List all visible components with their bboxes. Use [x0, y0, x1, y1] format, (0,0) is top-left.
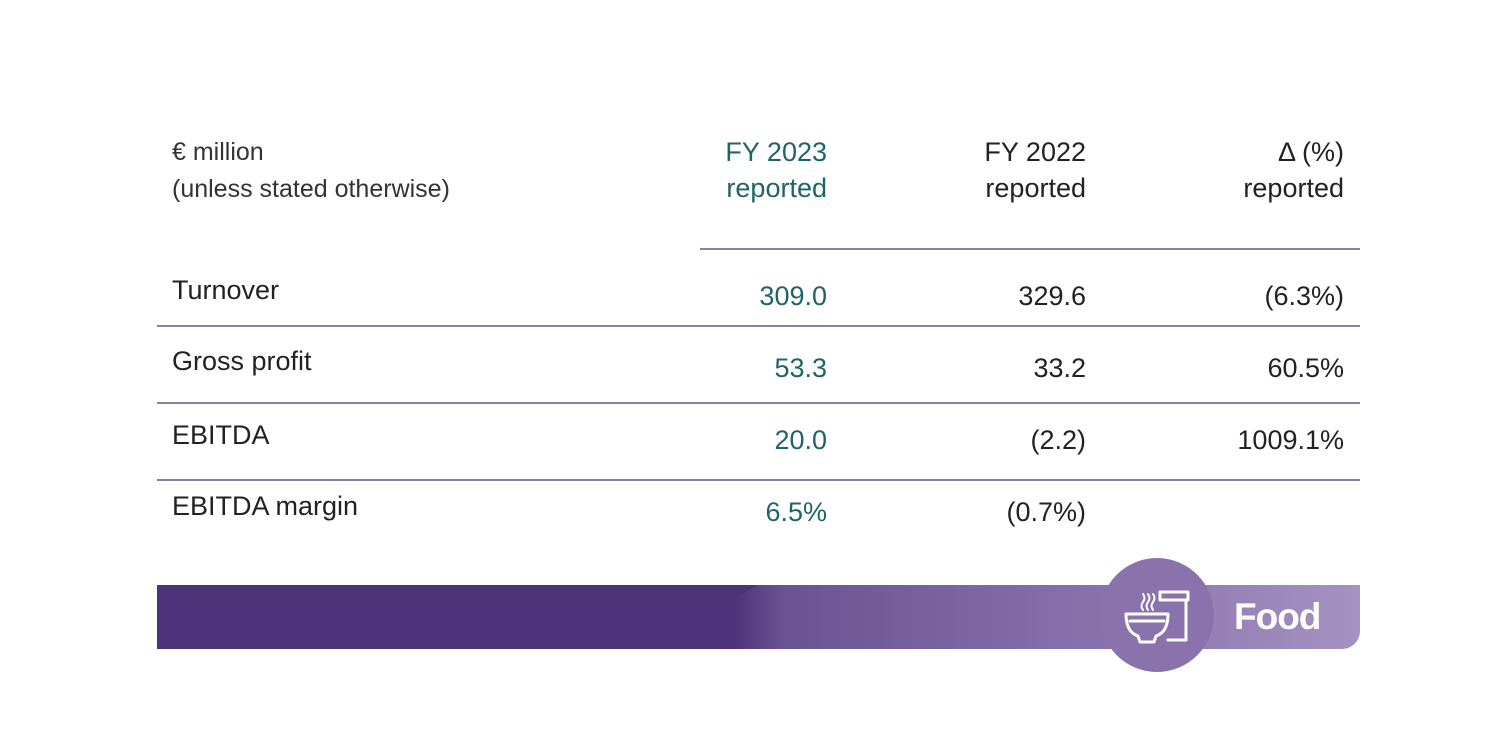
value-fy2022: 329.6 — [1018, 281, 1086, 311]
header-fy2023-line2: reported — [726, 173, 827, 203]
row-label: EBITDA margin — [172, 491, 359, 521]
value-delta: (6.3%) — [1264, 281, 1344, 311]
value-fy2022: (0.7%) — [1006, 497, 1086, 527]
value-delta: 1009.1% — [1237, 425, 1344, 455]
food-icon-circle — [1100, 558, 1214, 672]
value-fy2022: 33.2 — [1033, 353, 1086, 383]
header-fy2023: FY 2023 reported — [587, 134, 827, 206]
header-divider — [700, 248, 1360, 250]
unit-line1: € million — [172, 138, 264, 166]
row-divider — [157, 325, 1360, 327]
banner-swoosh — [157, 585, 757, 649]
value-delta: 60.5% — [1267, 353, 1344, 383]
header-fy2022-line2: reported — [985, 173, 1086, 203]
unit-label: € million (unless stated otherwise) — [172, 134, 450, 208]
value-fy2023: 20.0 — [774, 425, 827, 455]
value-fy2022: (2.2) — [1030, 425, 1086, 455]
row-label: Gross profit — [172, 346, 312, 376]
header-delta: Δ (%) reported — [1104, 134, 1344, 206]
header-delta-line2: reported — [1243, 173, 1344, 203]
segment-label: Food — [1234, 596, 1321, 637]
value-fy2023: 6.5% — [765, 497, 827, 527]
header-fy2022: FY 2022 reported — [846, 134, 1086, 206]
header-delta-line1: Δ (%) — [1277, 137, 1344, 167]
unit-line2: (unless stated otherwise) — [172, 175, 450, 203]
value-fy2023: 53.3 — [774, 353, 827, 383]
header-fy2023-line1: FY 2023 — [725, 137, 827, 167]
header-fy2022-line1: FY 2022 — [984, 137, 1086, 167]
row-label: Turnover — [172, 275, 280, 305]
row-label: EBITDA — [172, 420, 270, 450]
row-divider — [157, 402, 1360, 404]
food-bowl-icon — [1124, 590, 1190, 644]
row-divider — [157, 479, 1360, 481]
value-fy2023: 309.0 — [759, 281, 827, 311]
